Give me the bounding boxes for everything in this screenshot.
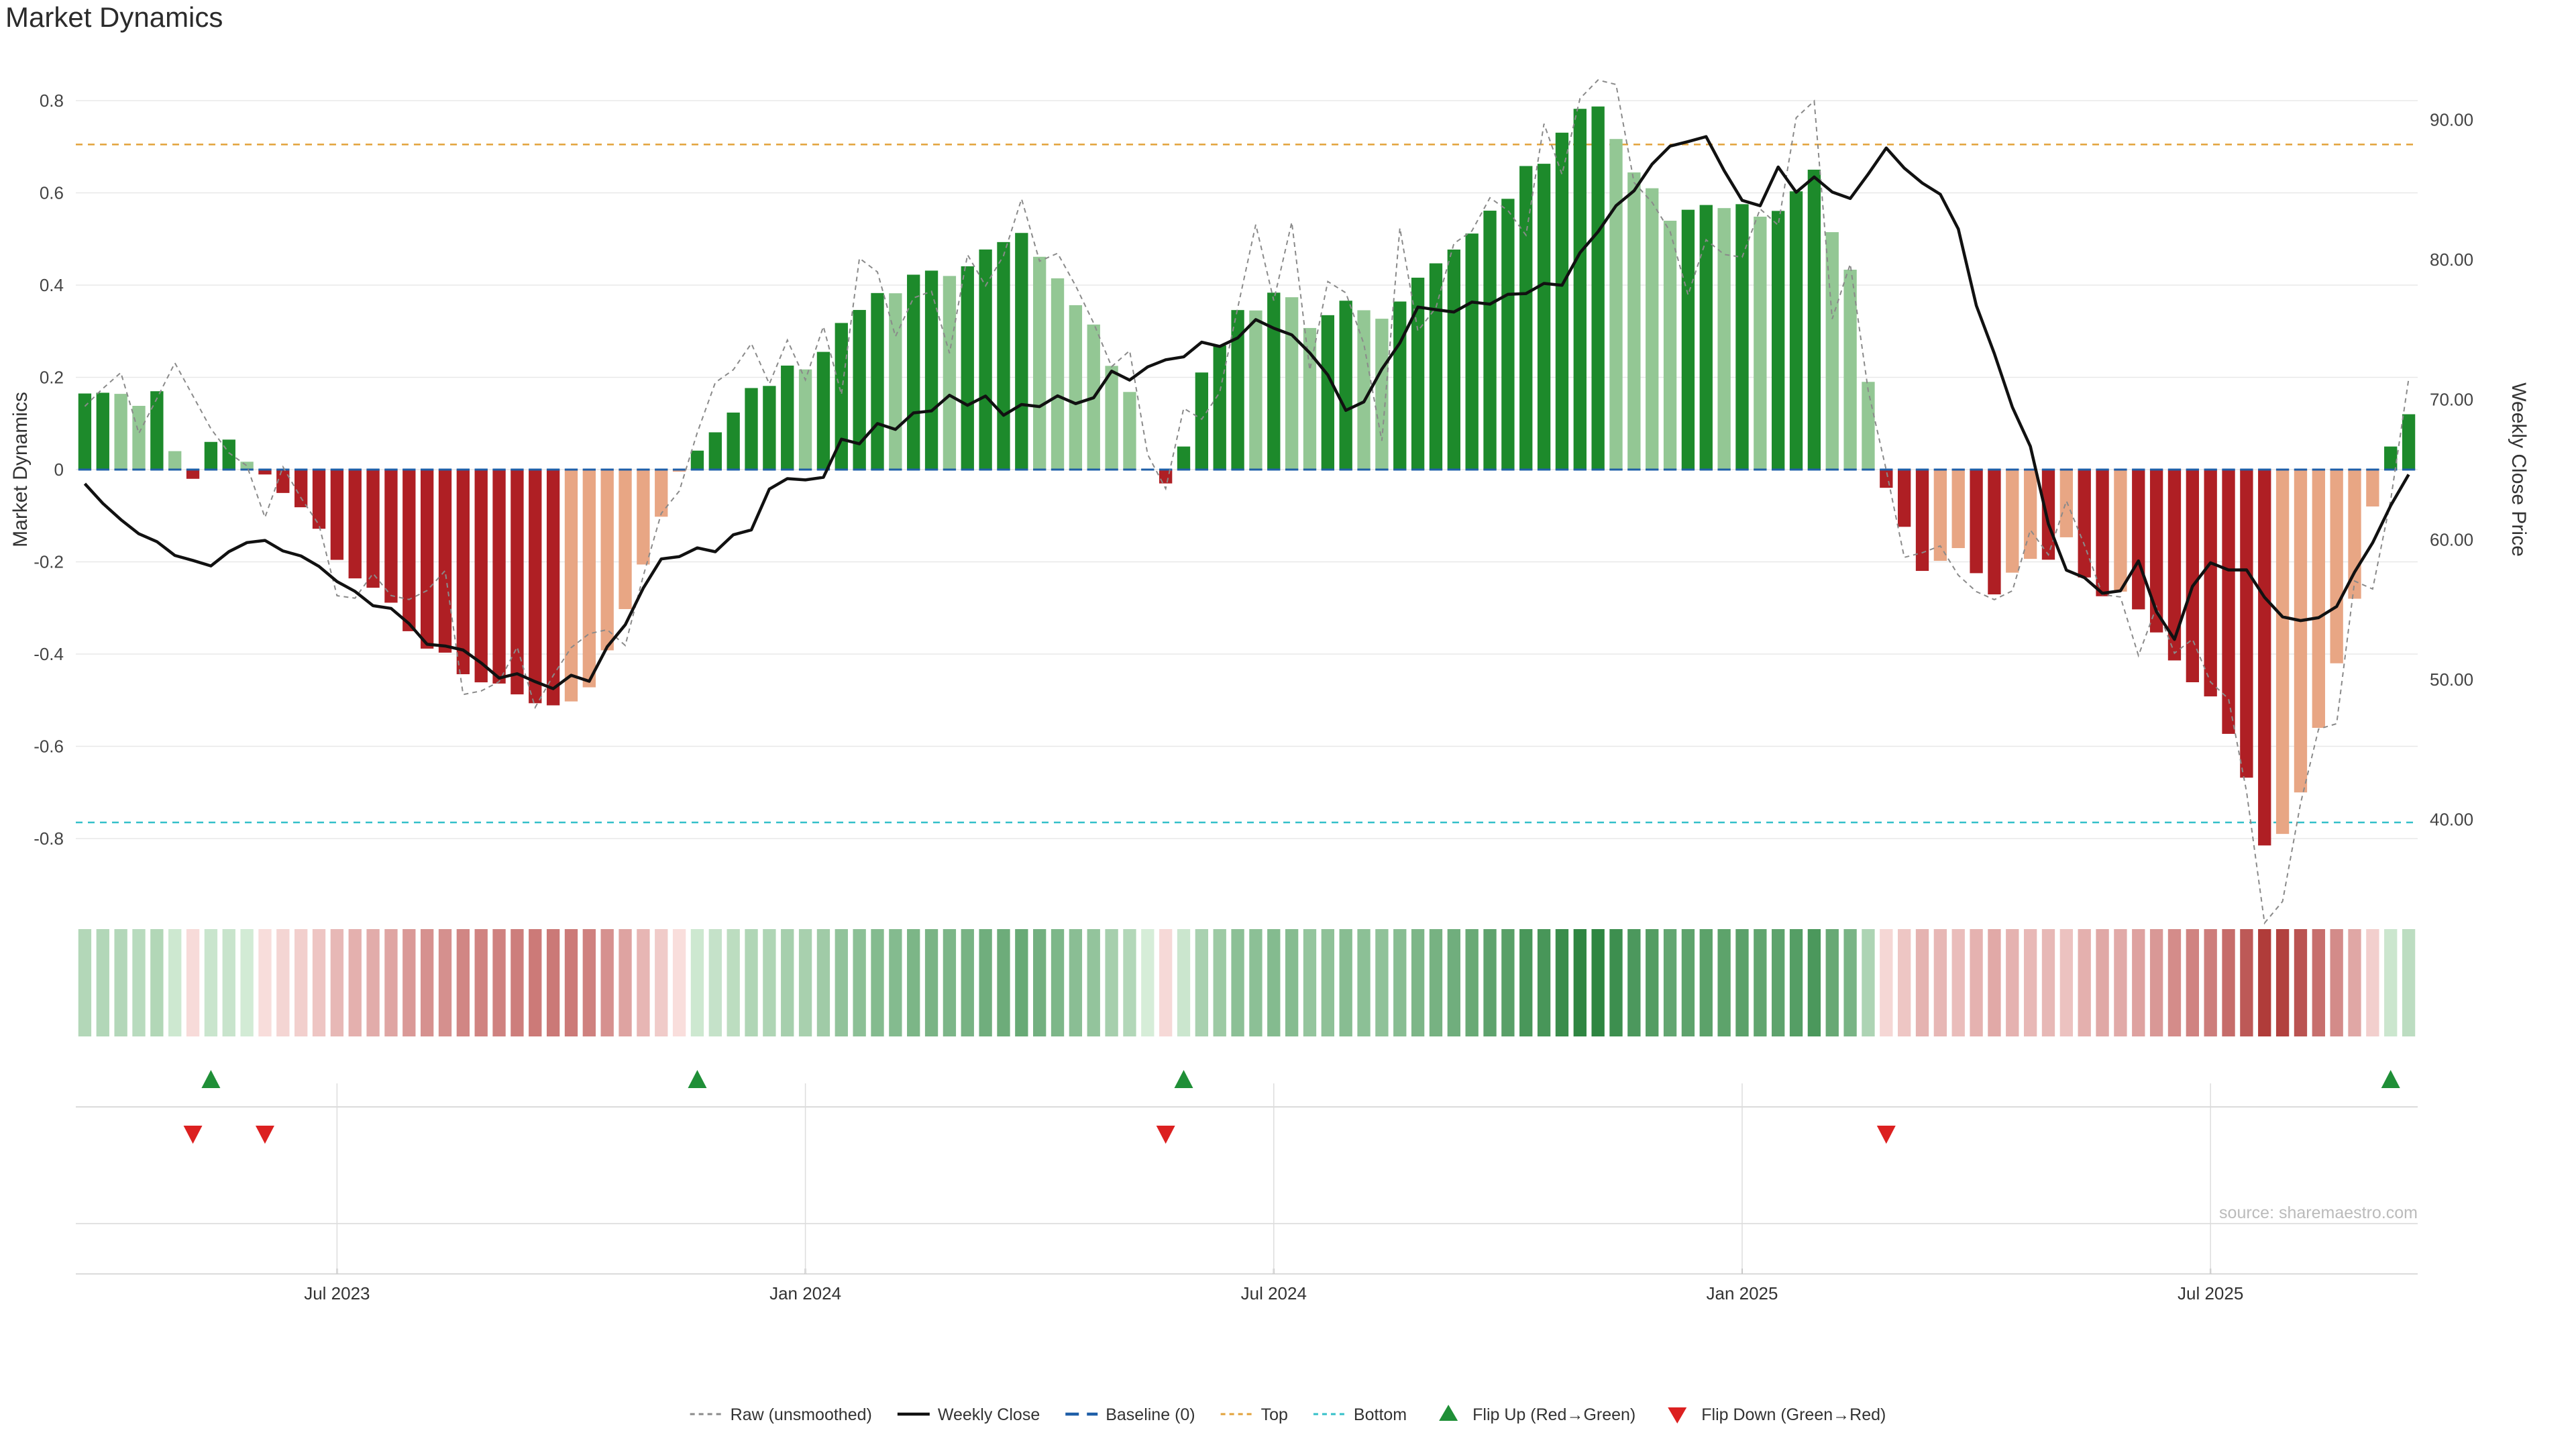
svg-text:-0.8: -0.8: [34, 828, 64, 849]
svg-text:0.4: 0.4: [40, 275, 64, 295]
svg-text:Jul 2024: Jul 2024: [1241, 1283, 1307, 1303]
svg-text:0.2: 0.2: [40, 368, 64, 388]
svg-text:Top: Top: [1261, 1405, 1288, 1424]
svg-text:0.6: 0.6: [40, 183, 64, 203]
svg-text:Jan 2024: Jan 2024: [769, 1283, 841, 1303]
svg-text:70.00: 70.00: [2430, 390, 2473, 410]
svg-text:Baseline (0): Baseline (0): [1106, 1405, 1195, 1424]
svg-text:-0.4: -0.4: [34, 644, 64, 664]
svg-text:Flip Down (Green→Red): Flip Down (Green→Red): [1701, 1405, 1886, 1424]
svg-text:0.8: 0.8: [40, 91, 64, 111]
svg-text:40.00: 40.00: [2430, 810, 2473, 830]
svg-text:80.00: 80.00: [2430, 250, 2473, 270]
svg-text:Jul 2025: Jul 2025: [2178, 1283, 2243, 1303]
svg-text:-0.2: -0.2: [34, 552, 64, 572]
svg-text:90.00: 90.00: [2430, 109, 2473, 129]
svg-text:50.00: 50.00: [2430, 669, 2473, 690]
svg-text:Jan 2025: Jan 2025: [1706, 1283, 1778, 1303]
svg-text:Market Dynamics: Market Dynamics: [9, 392, 32, 547]
svg-text:Jul 2023: Jul 2023: [304, 1283, 370, 1303]
svg-text:Weekly Close Price: Weekly Close Price: [2508, 382, 2530, 557]
svg-text:Weekly Close: Weekly Close: [938, 1405, 1040, 1424]
svg-text:Raw (unsmoothed): Raw (unsmoothed): [731, 1405, 872, 1424]
svg-text:Bottom: Bottom: [1354, 1405, 1407, 1424]
svg-text:source: sharemaestro.com: source: sharemaestro.com: [2219, 1203, 2418, 1222]
svg-text:0: 0: [54, 460, 64, 480]
svg-text:60.00: 60.00: [2430, 529, 2473, 549]
svg-text:Flip Up (Red→Green): Flip Up (Red→Green): [1472, 1405, 1635, 1424]
svg-text:-0.6: -0.6: [34, 737, 64, 757]
